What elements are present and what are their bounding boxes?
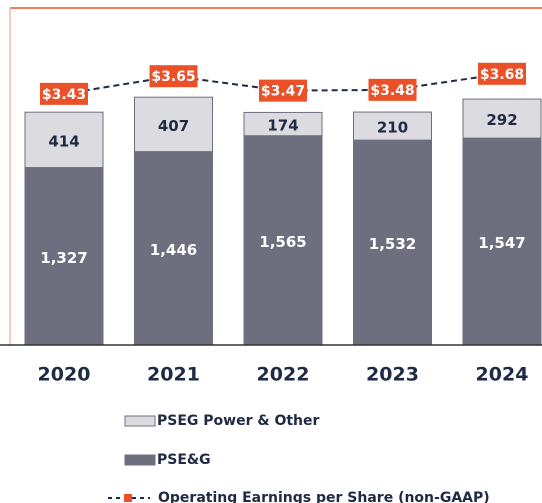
legend-marker [124, 494, 132, 502]
bar-segment [243, 135, 323, 346]
legend-swatch [124, 415, 156, 427]
bar-label: 407 [158, 117, 189, 135]
legend-label: PSEG Power & Other [157, 413, 319, 429]
bar-label: 1,547 [478, 234, 525, 252]
bar-label: 174 [267, 117, 298, 135]
eps-label: $3.68 [480, 67, 524, 83]
bar-label: 210 [377, 119, 408, 137]
legend-swatch [124, 454, 156, 466]
eps-label: $3.43 [42, 87, 86, 103]
eps-marker [368, 78, 417, 101]
bar-label: 1,565 [259, 233, 306, 251]
legend-label: Operating Earnings per Share (non-GAAP) [158, 490, 490, 503]
x-tick-label: 2024 [476, 364, 529, 386]
x-tick-label: 2020 [38, 364, 91, 386]
bar-segment [243, 111, 323, 137]
bar-label: 292 [486, 111, 517, 129]
bar-segment [134, 96, 213, 153]
bar-segment [24, 111, 104, 169]
bar-segment [24, 167, 104, 346]
eps-label: $3.47 [261, 84, 305, 100]
bar-segment [134, 151, 213, 346]
x-tick-label: 2023 [366, 364, 419, 386]
bar-segment [462, 137, 542, 346]
eps-marker [259, 79, 307, 102]
x-tick-label: 2021 [147, 364, 200, 386]
bar-segment [462, 98, 542, 139]
bar-label: 1,446 [150, 241, 197, 259]
eps-marker [478, 62, 526, 85]
eps-marker [40, 82, 88, 105]
eps-marker [149, 65, 198, 88]
bar-label: 414 [48, 132, 79, 150]
legend-label: PSE&G [157, 452, 211, 468]
x-tick-label: 2022 [257, 364, 310, 386]
eps-label: $3.65 [151, 69, 195, 85]
eps-label: $3.48 [370, 83, 414, 99]
bar-label: 1,532 [369, 235, 416, 253]
bar-segment [353, 111, 432, 141]
bar-label: 1,327 [40, 249, 87, 267]
